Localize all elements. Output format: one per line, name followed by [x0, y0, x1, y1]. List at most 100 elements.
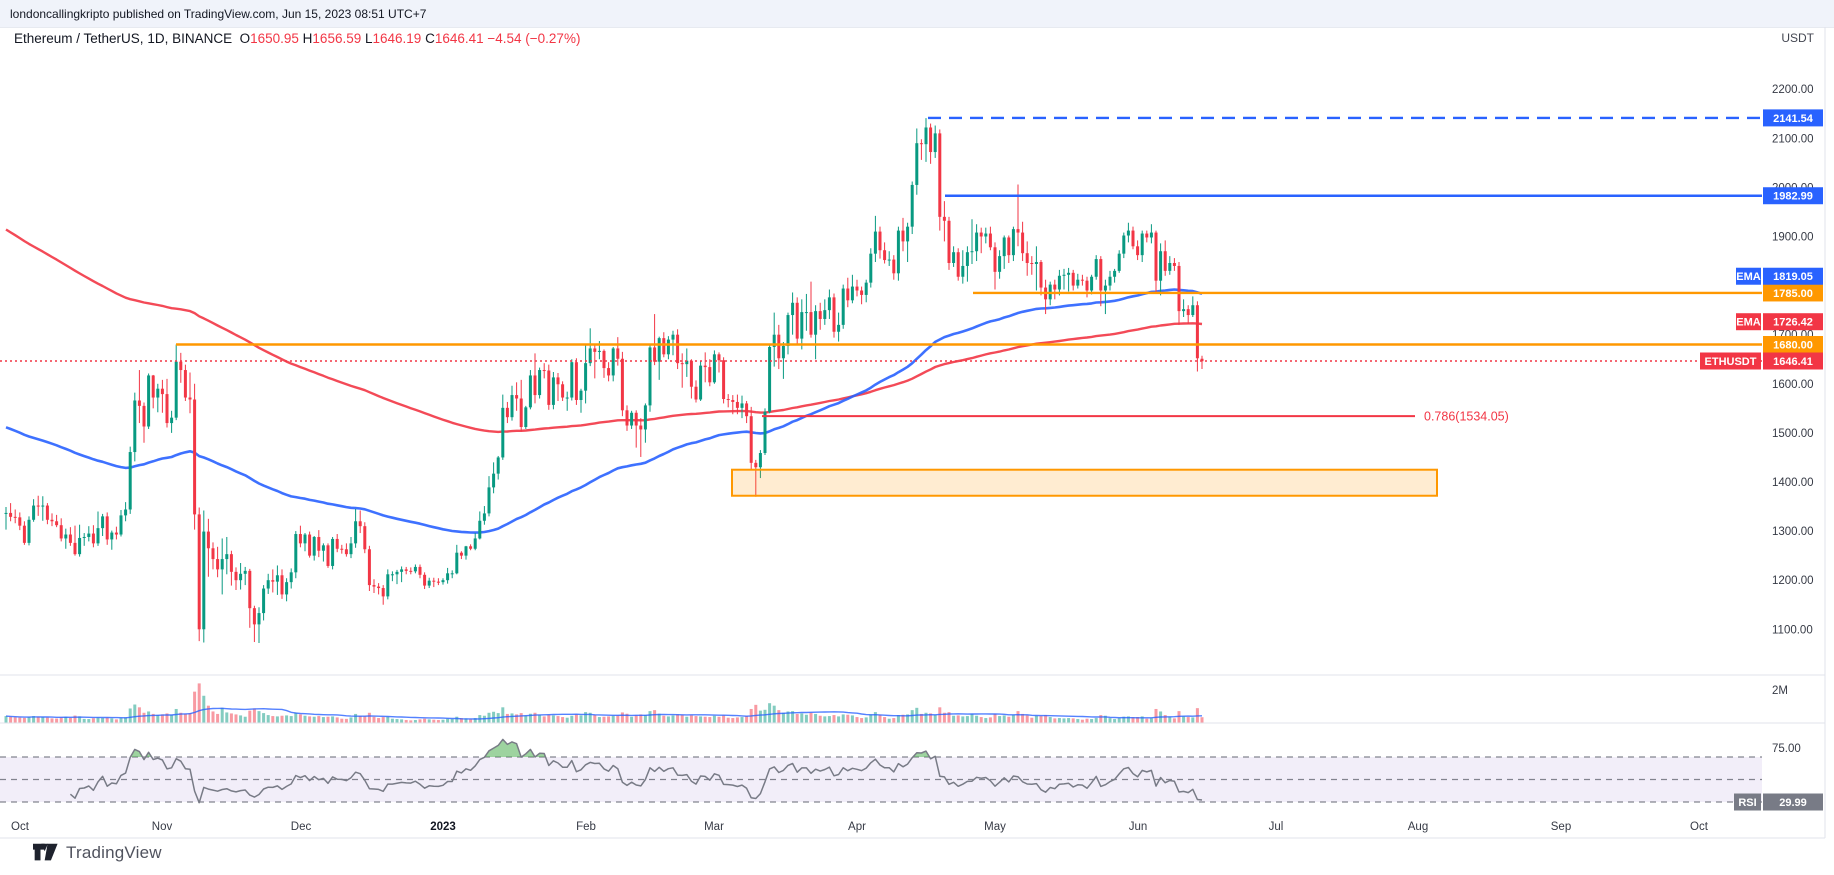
candle-body	[487, 487, 491, 514]
volume-bar	[193, 691, 197, 723]
volume-bar	[708, 717, 712, 723]
candle-body	[82, 536, 86, 538]
candle-body	[331, 538, 335, 566]
volume-bar	[1016, 711, 1020, 723]
candle-body	[372, 585, 376, 587]
volume-bar	[386, 716, 390, 723]
volume-bar	[188, 713, 192, 723]
time-axis[interactable]: Oct Nov Dec 2023 Feb Mar Apr May Jun Jul Aug Sep Oct	[11, 821, 1709, 833]
volume-bar	[206, 705, 210, 723]
candle-body	[524, 407, 528, 427]
price-tick-label: 1400.00	[1772, 477, 1814, 489]
candle-body	[1030, 263, 1034, 265]
candle-body	[262, 588, 266, 614]
volume-bar	[303, 715, 307, 723]
ema-slow-line[interactable]	[5, 228, 1203, 434]
volume-bar	[137, 707, 141, 723]
rsi-line[interactable]	[69, 738, 1203, 804]
volume-bar	[892, 718, 896, 723]
candle-body	[78, 537, 82, 555]
volume-bar	[896, 715, 900, 723]
symbol-ohlc-row[interactable]: Ethereum / TetherUS, 1D, BINANCE O1650.9…	[14, 31, 580, 49]
volume-bar	[114, 719, 118, 723]
volume-bar	[105, 717, 109, 723]
candle-body	[147, 375, 151, 427]
volume-bar	[234, 714, 238, 723]
candle-body	[749, 416, 753, 463]
candle-body	[193, 399, 197, 515]
volume-bar	[446, 718, 450, 723]
candle-body	[1149, 232, 1153, 238]
candle-body	[27, 519, 31, 543]
candle-body	[864, 282, 868, 295]
volume-bar	[1145, 718, 1149, 723]
volume-bar	[887, 718, 891, 723]
axis-badge-1982.99-text: 1982.99	[1773, 191, 1813, 203]
candle-body	[1159, 251, 1163, 281]
volume-bar	[133, 704, 137, 723]
volume-bar	[823, 716, 827, 723]
volume-bar	[947, 712, 951, 723]
volume-bar	[1039, 716, 1043, 723]
currency-label: USDT	[1781, 31, 1814, 45]
volume-bar	[657, 713, 661, 723]
symbol-ohlc-segment-4: 1656.59	[312, 31, 365, 46]
volume-bar	[722, 715, 726, 723]
volume-axis-label: 2M	[1772, 685, 1788, 697]
price-tick-label: 1900.00	[1772, 231, 1814, 243]
ema-fast-badge-text: 1819.05	[1773, 271, 1813, 283]
axis-badge-2141.54-box	[1763, 109, 1823, 127]
candle-body	[294, 534, 298, 573]
price-tick-label: 2200.00	[1772, 84, 1814, 96]
volume-bar	[1108, 718, 1112, 723]
volume-bar	[124, 717, 128, 723]
candle-body	[197, 514, 201, 630]
volume-bar	[869, 714, 873, 723]
volume-bar	[505, 713, 509, 723]
ema-fast-badge-tag-text: EMA	[1736, 271, 1761, 283]
volume-bar	[18, 717, 22, 723]
candle-body	[1117, 253, 1121, 271]
volume-bar	[768, 703, 772, 723]
volume-bar	[883, 717, 887, 723]
price-axis[interactable]: 2200.002100.002000.001900.001700.001600.…	[1772, 84, 1814, 755]
volume-bar	[409, 720, 413, 723]
candle-body	[607, 368, 611, 376]
candle-body	[22, 525, 26, 543]
candle-body	[446, 573, 450, 581]
candle-body	[970, 251, 974, 253]
volume-bar	[1126, 716, 1130, 723]
volume-bar	[257, 711, 261, 723]
price-tick-label: 1200.00	[1772, 575, 1814, 587]
volume-bar	[243, 716, 247, 723]
candle-body	[657, 338, 661, 362]
volume-bar	[220, 707, 224, 723]
volume-bar	[528, 713, 532, 723]
volume-bar	[225, 712, 229, 723]
ema-fast-line[interactable]	[5, 288, 1203, 534]
footer-brand[interactable]: TradingView	[33, 842, 162, 863]
candle-body	[685, 360, 689, 365]
volume-bar	[956, 715, 960, 723]
volume-bar	[556, 716, 560, 723]
volume-series	[4, 683, 1204, 723]
candle-body	[1136, 246, 1140, 256]
candle-body	[634, 412, 638, 426]
volume-bar	[1191, 717, 1195, 723]
candle-body	[699, 365, 703, 400]
volume-bar	[1080, 719, 1084, 723]
demand-zone-rect[interactable]	[731, 468, 1438, 497]
candle-body	[271, 580, 275, 582]
volume-bar	[110, 718, 114, 723]
candle-body	[933, 133, 937, 153]
rsi-value-badge-tag-text: RSI	[1738, 797, 1756, 809]
candle-body	[358, 521, 362, 527]
candle-body	[906, 226, 910, 242]
candle-body	[988, 233, 992, 248]
fib-level-label: 0.786(1534.05)	[1424, 410, 1509, 424]
volume-bar	[1163, 715, 1167, 723]
candle-body	[133, 400, 137, 453]
volume-bar	[335, 717, 339, 723]
candle-body	[593, 348, 597, 352]
